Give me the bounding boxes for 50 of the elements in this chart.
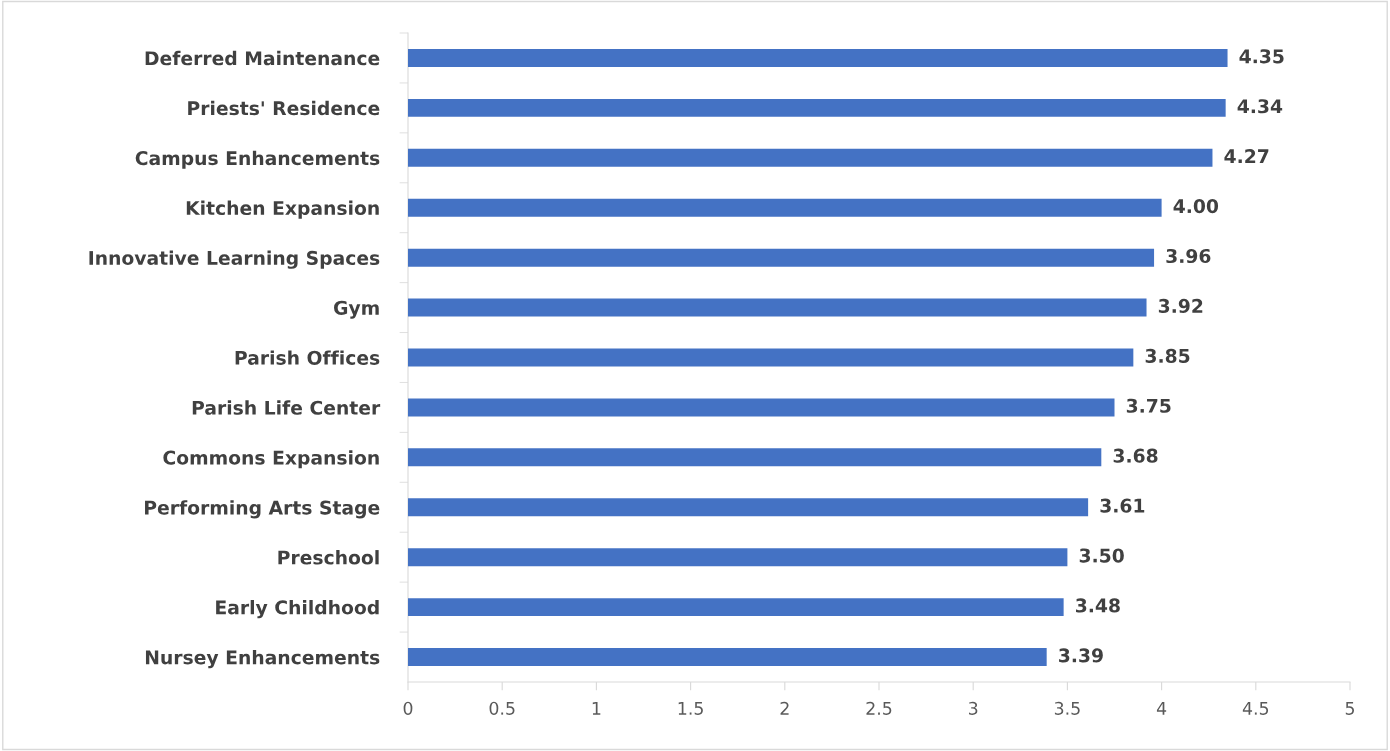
y-tick-label: Performing Arts Stage xyxy=(145,500,380,519)
bar xyxy=(408,48,1228,67)
data-label: 4.00 xyxy=(1173,198,1219,214)
data-label: 3.96 xyxy=(1166,248,1211,264)
data-label: 4.34 xyxy=(1237,99,1283,114)
data-label: 3.50 xyxy=(1079,548,1124,563)
bar xyxy=(408,98,1226,117)
y-tick-label: Priests' Residence xyxy=(188,100,380,116)
data-label: 4.35 xyxy=(1239,49,1284,64)
bar xyxy=(408,448,1102,467)
y-tick-label: Parish Offices xyxy=(235,350,380,365)
bar xyxy=(408,648,1047,667)
data-label: 4.27 xyxy=(1224,149,1269,163)
y-tick-label: Deferred Maintenance xyxy=(145,50,380,66)
bar xyxy=(408,148,1213,167)
x-tick-label: 2.5 xyxy=(866,701,892,715)
data-label: 3.39 xyxy=(1059,648,1103,663)
y-tick-label: Early Childhood xyxy=(216,599,379,619)
bar xyxy=(408,398,1115,417)
y-tick-label: Nursey Enhancements xyxy=(145,649,380,669)
y-tick-label: Gym xyxy=(334,300,379,319)
y-tick-label: Campus Enhancements xyxy=(135,150,380,169)
bar xyxy=(408,298,1147,317)
bar xyxy=(408,548,1068,567)
x-tick-label: 3.5 xyxy=(1054,701,1080,715)
x-tick-label: 5 xyxy=(1345,701,1355,715)
y-tick-label: Kitchen Expansion xyxy=(186,200,379,219)
data-label: 3.85 xyxy=(1145,348,1190,363)
bar xyxy=(408,248,1155,267)
data-label: 3.75 xyxy=(1126,398,1171,413)
bar xyxy=(408,598,1064,617)
x-tick-label: 2 xyxy=(780,701,789,715)
x-tick-label: 3 xyxy=(969,701,978,715)
y-tick-label: Commons Expansion xyxy=(163,450,379,469)
x-tick-label: 0 xyxy=(403,701,413,715)
x-tick-label: 1.5 xyxy=(678,701,703,715)
x-tick-label: 4 xyxy=(1156,701,1167,715)
x-tick-label: 1 xyxy=(592,701,601,715)
data-label: 3.48 xyxy=(1076,598,1120,613)
x-tick-label: 4.5 xyxy=(1242,701,1269,715)
y-tick-label: Innovative Learning Spaces xyxy=(89,250,380,269)
y-tick-label: Preschool xyxy=(278,550,379,565)
x-tick-label: 0.5 xyxy=(489,701,515,715)
data-label: 3.61 xyxy=(1100,498,1145,513)
data-label: 3.92 xyxy=(1158,298,1203,314)
bar xyxy=(408,198,1162,217)
bar xyxy=(408,348,1134,367)
bar xyxy=(408,498,1089,517)
data-label: 3.68 xyxy=(1113,448,1158,463)
y-tick-label: Parish Life Center xyxy=(192,400,381,415)
